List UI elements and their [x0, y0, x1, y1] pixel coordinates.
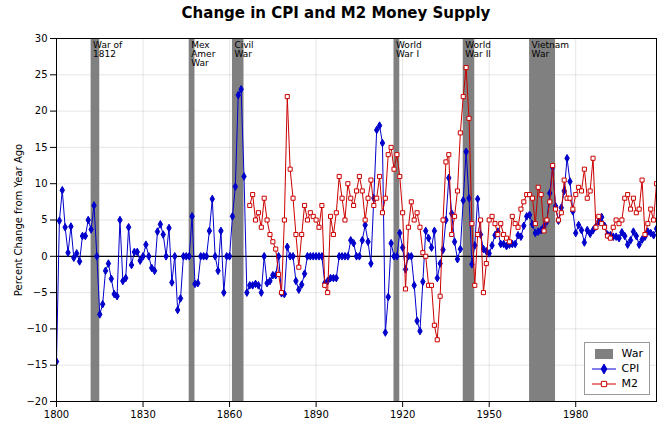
- html-text:Change in CPI and M2 Money Sup: Change in CPI and M2 Money Supply: [181, 4, 491, 22]
- svg-text:5: 5: [41, 214, 47, 225]
- svg-text:30: 30: [35, 33, 48, 44]
- svg-text:15: 15: [35, 142, 48, 153]
- svg-text:1830: 1830: [130, 409, 155, 420]
- svg-text:−20: −20: [26, 396, 47, 407]
- svg-text:1800: 1800: [44, 409, 69, 420]
- svg-text:−10: −10: [26, 323, 47, 334]
- svg-text:Percent Change from Year Ago: Percent Change from Year Ago: [13, 144, 24, 296]
- html-text:M2: M2: [621, 377, 639, 390]
- svg-text:WorldWar II: WorldWar II: [465, 40, 491, 59]
- html-text:CPI: CPI: [621, 362, 640, 375]
- svg-text:1890: 1890: [303, 409, 328, 420]
- html-text:War: War: [621, 347, 643, 360]
- svg-text:20: 20: [35, 105, 48, 116]
- svg-text:25: 25: [35, 69, 48, 80]
- svg-text:−15: −15: [26, 359, 47, 370]
- svg-text:1860: 1860: [217, 409, 242, 420]
- svg-text:VietnamWar: VietnamWar: [532, 40, 570, 59]
- svg-text:WorldWar I: WorldWar I: [396, 40, 422, 59]
- svg-text:10: 10: [35, 178, 48, 189]
- svg-text:1920: 1920: [390, 409, 415, 420]
- svg-text:0: 0: [41, 251, 47, 262]
- svg-text:−5: −5: [33, 287, 48, 298]
- svg-text:MexAmerWar: MexAmerWar: [191, 40, 215, 68]
- svg-text:CivilWar: CivilWar: [234, 40, 253, 59]
- svg-text:1980: 1980: [563, 409, 588, 420]
- svg-text:1950: 1950: [476, 409, 501, 420]
- svg-text:War of1812: War of1812: [93, 40, 123, 59]
